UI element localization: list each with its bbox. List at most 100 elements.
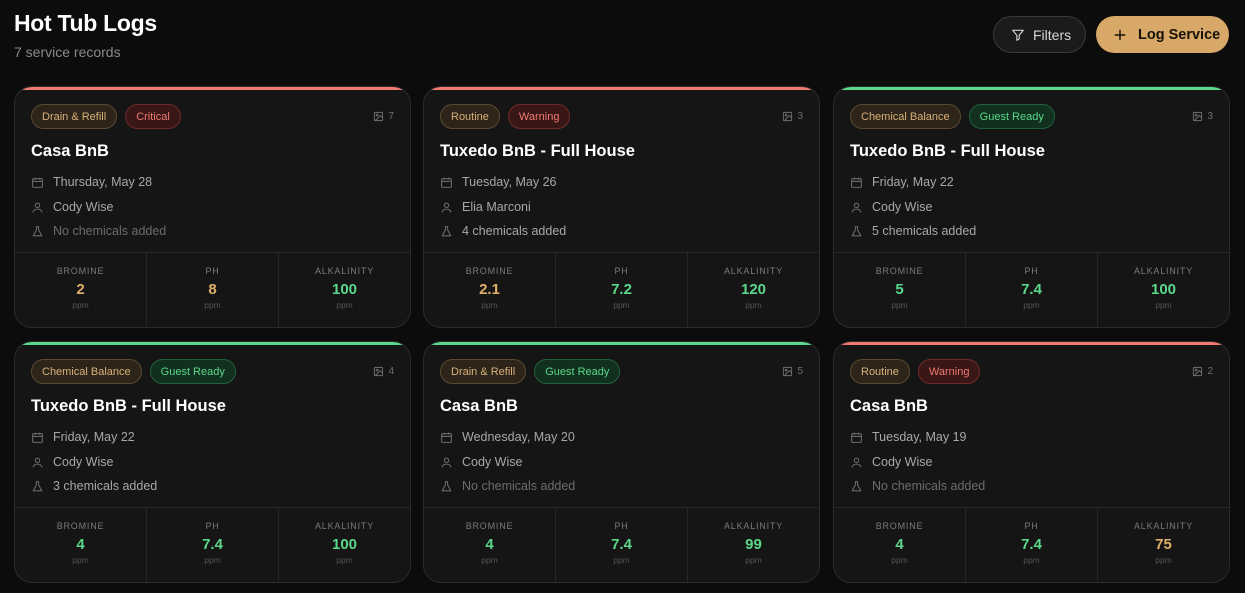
technician-name: Cody Wise [53, 200, 114, 214]
chemicals-text: 4 chemicals added [462, 224, 567, 238]
property-name: Casa BnB [440, 397, 518, 415]
flask-icon [440, 480, 453, 493]
bromine-metric: BROMINE 4 ppm [424, 508, 556, 582]
alkalinity-metric: ALKALINITY 75 ppm [1098, 508, 1229, 582]
ph-unit: ppm [613, 300, 630, 310]
user-icon [850, 201, 863, 214]
alkalinity-metric: ALKALINITY 99 ppm [688, 508, 819, 582]
ph-label: PH [1024, 521, 1039, 531]
calendar-icon [440, 176, 453, 189]
technician-name: Cody Wise [872, 455, 933, 469]
water-metrics: BROMINE 4 ppm PH 7.4 ppm ALKALINITY 99 p… [424, 507, 819, 582]
bromine-metric: BROMINE 4 ppm [15, 508, 147, 582]
status-badge: Guest Ready [534, 359, 621, 384]
alkalinity-label: ALKALINITY [723, 521, 784, 531]
alkalinity-metric: ALKALINITY 100 ppm [279, 508, 410, 582]
ph-metric: PH 8 ppm [147, 253, 279, 327]
ph-value: 7.2 [611, 281, 632, 298]
page-title: Hot Tub Logs [14, 10, 157, 36]
ph-label: PH [205, 266, 220, 276]
bromine-unit: ppm [481, 300, 498, 310]
flask-icon [850, 225, 863, 238]
calendar-icon [31, 176, 44, 189]
service-date-text: Thursday, May 28 [53, 175, 153, 189]
photo-count-value: 4 [388, 366, 394, 377]
bromine-value: 4 [76, 536, 85, 553]
flask-icon [850, 480, 863, 493]
bromine-value: 2.1 [479, 281, 500, 298]
service-date-text: Friday, May 22 [872, 175, 954, 189]
service-date: Thursday, May 28 [31, 175, 152, 189]
service-type-badge: Drain & Refill [440, 359, 527, 384]
chemicals-summary: No chemicals added [850, 479, 985, 493]
log-service-button[interactable]: Log Service [1096, 16, 1229, 53]
alkalinity-label: ALKALINITY [1133, 266, 1194, 276]
bromine-unit: ppm [891, 300, 908, 310]
chemicals-text: 5 chemicals added [872, 224, 977, 238]
ph-value: 7.4 [611, 536, 632, 553]
ph-metric: PH 7.2 ppm [556, 253, 688, 327]
alkalinity-value: 99 [745, 536, 762, 553]
calendar-icon [440, 431, 453, 444]
service-card[interactable]: Drain & Refill Critical 7 Casa BnB Thurs… [14, 86, 411, 328]
ph-value: 8 [208, 281, 217, 298]
status-badge: Warning [507, 104, 571, 129]
chemicals-summary: No chemicals added [31, 224, 166, 238]
image-icon [782, 111, 793, 122]
property-name: Casa BnB [31, 142, 109, 160]
chemicals-summary: 4 chemicals added [440, 224, 566, 238]
technician: Cody Wise [850, 455, 932, 469]
water-metrics: BROMINE 2.1 ppm PH 7.2 ppm ALKALINITY 12… [424, 252, 819, 327]
photo-count-value: 7 [388, 111, 394, 122]
service-card[interactable]: Routine Warning 2 Casa BnB Tuesday, May … [833, 341, 1230, 583]
filters-button[interactable]: Filters [993, 16, 1086, 53]
calendar-icon [850, 431, 863, 444]
service-date: Friday, May 22 [850, 175, 954, 189]
service-date: Tuesday, May 26 [440, 175, 557, 189]
technician-name: Elia Marconi [462, 200, 531, 214]
bromine-value: 4 [895, 536, 904, 553]
alkalinity-label: ALKALINITY [723, 266, 784, 276]
bromine-unit: ppm [891, 555, 908, 565]
bromine-value: 4 [485, 536, 494, 553]
alkalinity-metric: ALKALINITY 100 ppm [1098, 253, 1229, 327]
service-date-text: Tuesday, May 26 [462, 175, 557, 189]
service-type-badge: Routine [440, 104, 500, 129]
alkalinity-unit: ppm [1155, 300, 1172, 310]
ph-unit: ppm [204, 300, 221, 310]
user-icon [440, 456, 453, 469]
bromine-metric: BROMINE 5 ppm [834, 253, 966, 327]
photo-count: 3 [1192, 111, 1213, 122]
ph-unit: ppm [204, 555, 221, 565]
status-badge: Guest Ready [968, 104, 1055, 129]
property-name: Tuxedo BnB - Full House [31, 397, 226, 415]
chemicals-text: No chemicals added [872, 479, 986, 493]
water-metrics: BROMINE 5 ppm PH 7.4 ppm ALKALINITY 100 … [834, 252, 1229, 327]
card-tags: Chemical Balance Guest Ready [31, 359, 236, 384]
service-date: Tuesday, May 19 [850, 430, 967, 444]
alkalinity-label: ALKALINITY [314, 521, 375, 531]
service-type-badge: Chemical Balance [850, 104, 961, 129]
photo-count: 3 [782, 111, 803, 122]
filter-icon [1011, 28, 1025, 42]
service-card[interactable]: Drain & Refill Guest Ready 5 Casa BnB We… [423, 341, 820, 583]
photo-count: 7 [373, 111, 394, 122]
water-metrics: BROMINE 4 ppm PH 7.4 ppm ALKALINITY 75 p… [834, 507, 1229, 582]
technician-name: Cody Wise [872, 200, 933, 214]
card-tags: Drain & Refill Critical [31, 104, 181, 129]
property-name: Casa BnB [850, 397, 928, 415]
alkalinity-unit: ppm [1155, 555, 1172, 565]
service-date: Friday, May 22 [31, 430, 135, 444]
service-card[interactable]: Chemical Balance Guest Ready 4 Tuxedo Bn… [14, 341, 411, 583]
bromine-label: BROMINE [56, 266, 105, 276]
service-card[interactable]: Chemical Balance Guest Ready 3 Tuxedo Bn… [833, 86, 1230, 328]
page-header: Hot Tub Logs 7 service records [14, 10, 157, 60]
calendar-icon [850, 176, 863, 189]
ph-metric: PH 7.4 ppm [966, 253, 1098, 327]
service-date: Wednesday, May 20 [440, 430, 575, 444]
alkalinity-metric: ALKALINITY 100 ppm [279, 253, 410, 327]
service-date-text: Tuesday, May 19 [872, 430, 967, 444]
calendar-icon [31, 431, 44, 444]
status-badge: Critical [125, 104, 181, 129]
service-card[interactable]: Routine Warning 3 Tuxedo BnB - Full Hous… [423, 86, 820, 328]
